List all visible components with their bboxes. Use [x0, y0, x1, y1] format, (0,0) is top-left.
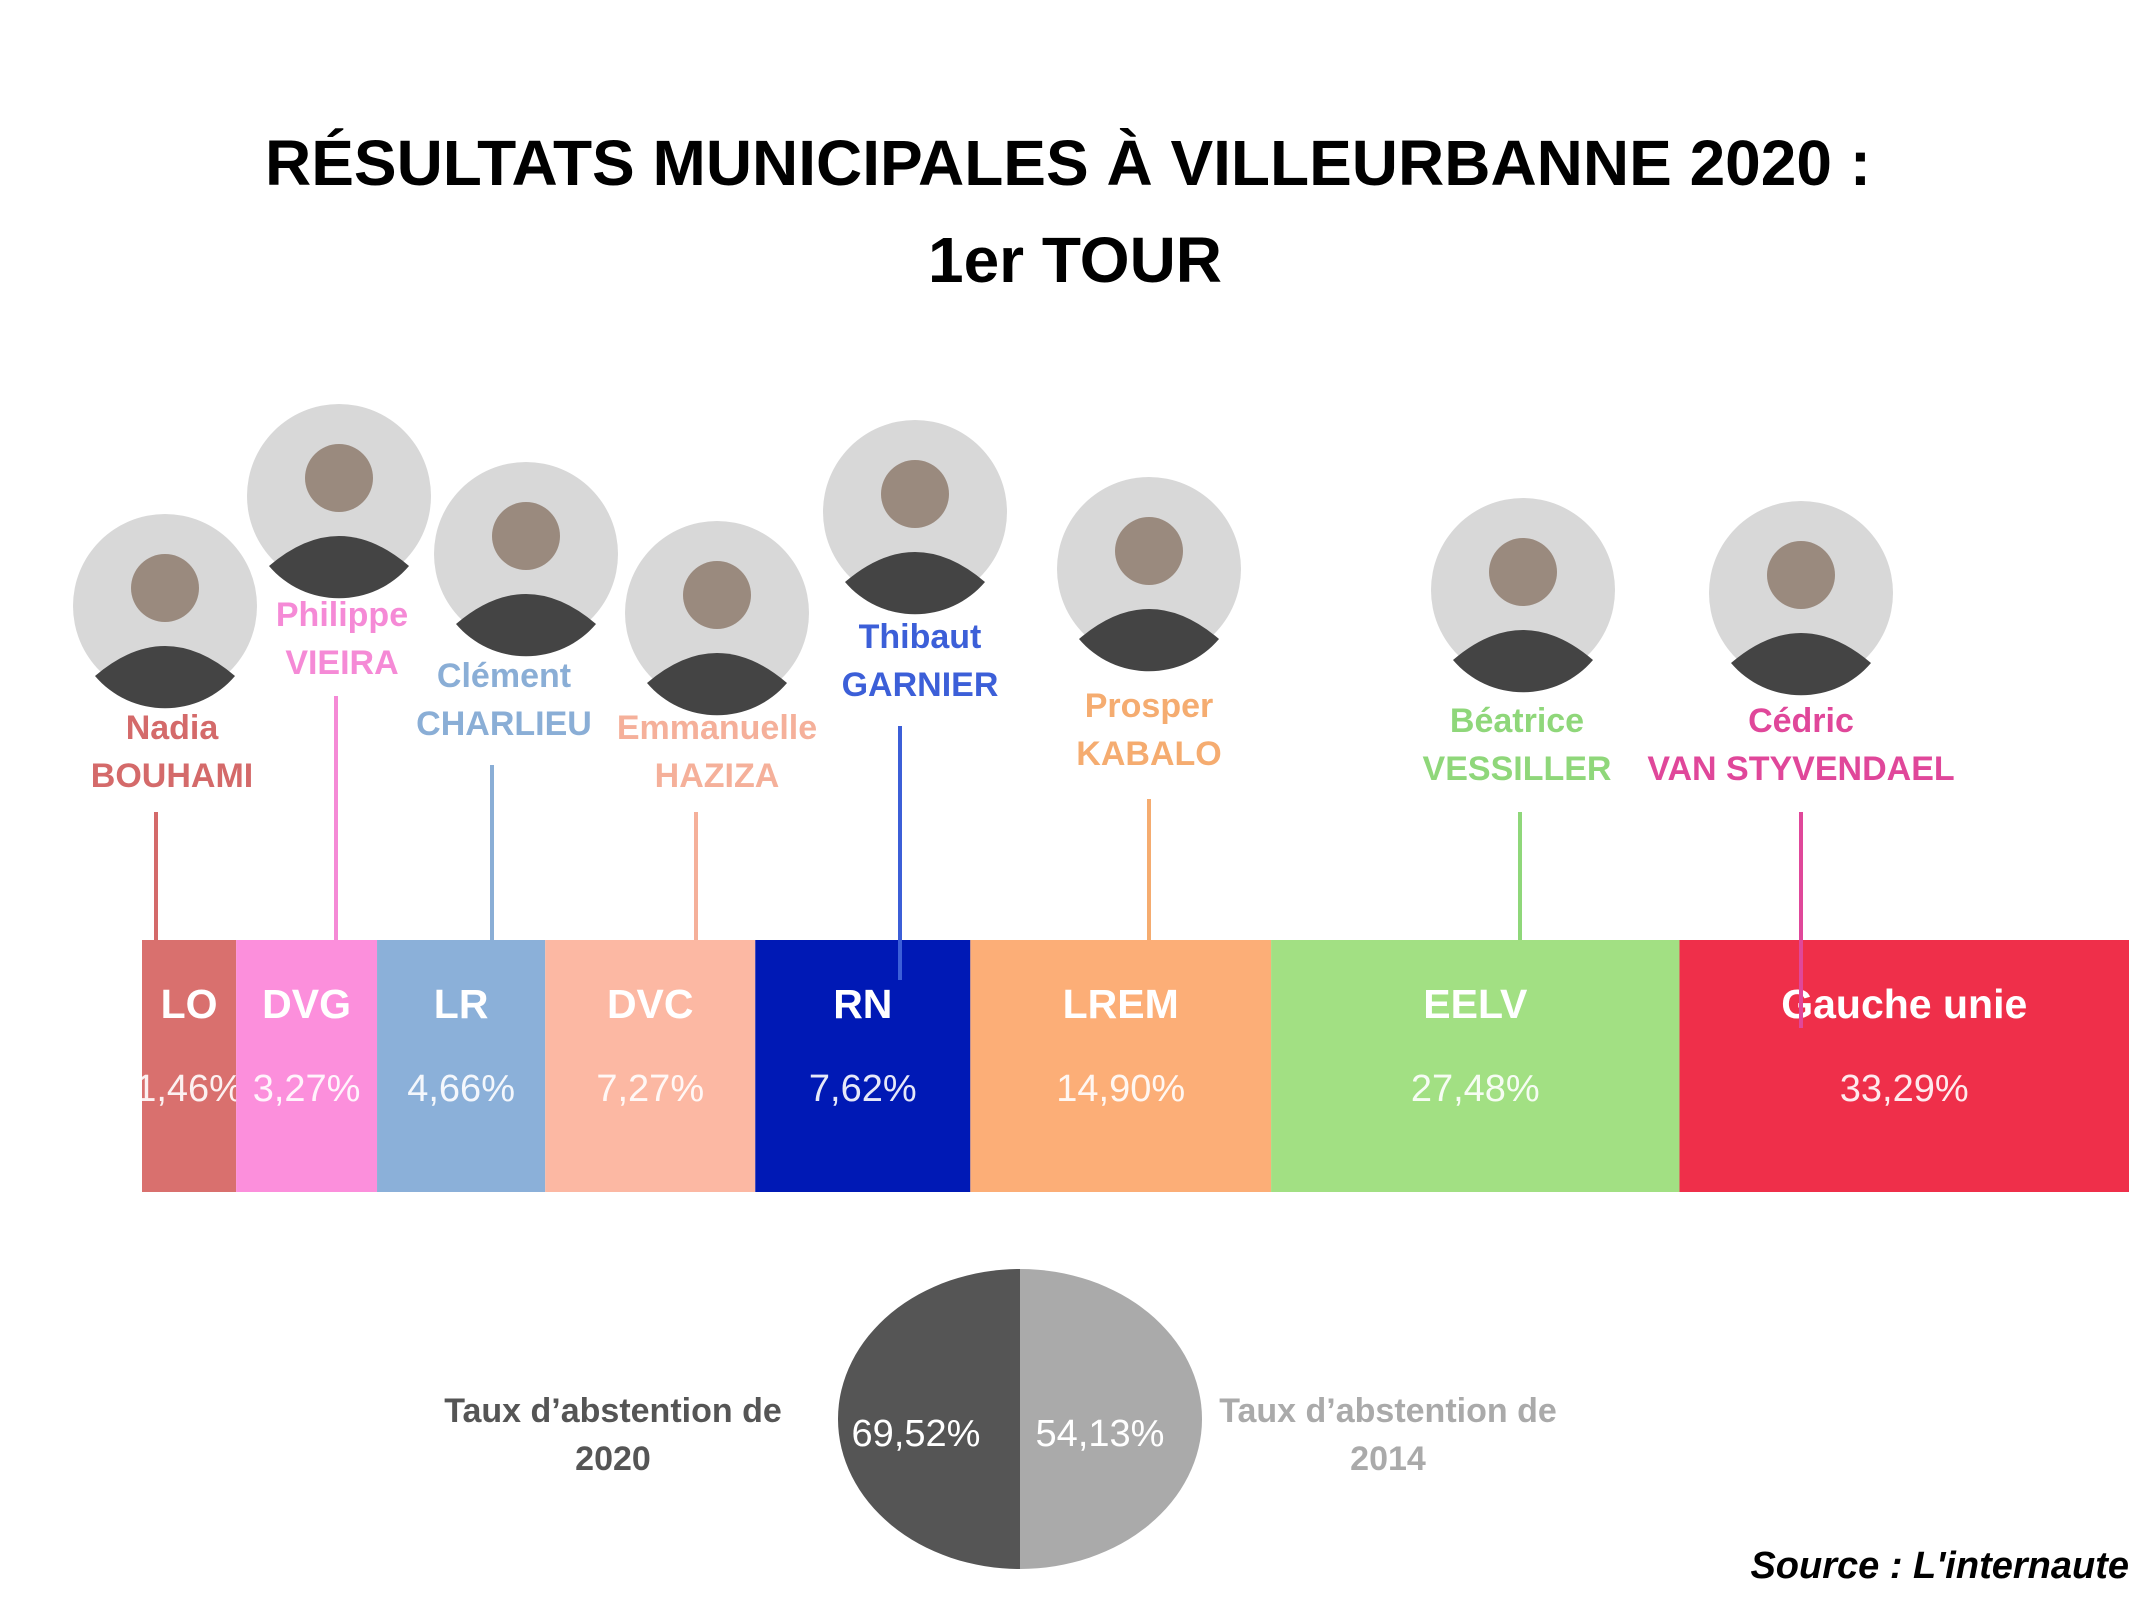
candidate-photo	[434, 462, 618, 657]
bar-segment	[545, 940, 756, 1192]
photo-head	[492, 502, 560, 570]
category-label: LO	[161, 981, 218, 1027]
candidate-first: Prosper	[1085, 687, 1214, 725]
value-label: 27,48%	[1411, 1068, 1540, 1110]
bar-segment	[1679, 940, 2129, 1192]
bar-segment	[755, 940, 971, 1192]
candidate-photo	[1709, 501, 1893, 696]
photo-head	[131, 554, 199, 622]
bar-segment	[970, 940, 1272, 1192]
source: Source : L'internaute	[1750, 1545, 2129, 1587]
pie-half	[838, 1269, 1020, 1569]
candidate-last: GARNIER	[842, 666, 999, 704]
photo-head	[1115, 517, 1183, 585]
photo-head	[1767, 541, 1835, 609]
candidate-last: VAN STYVENDAEL	[1647, 750, 1954, 788]
candidate-last: VESSILLER	[1423, 750, 1612, 788]
photo-body	[1453, 630, 1593, 693]
candidate-first: Béatrice	[1450, 702, 1584, 740]
bar-segment	[142, 940, 237, 1192]
photo-head	[683, 561, 751, 629]
candidate-first: Philippe	[276, 596, 408, 634]
candidate-first: Nadia	[126, 709, 220, 747]
candidate-first: Cédric	[1748, 702, 1854, 740]
candidate-photo	[247, 404, 431, 599]
category-label: LREM	[1063, 981, 1179, 1027]
value-label: 7,62%	[809, 1068, 917, 1110]
pie-value-label: 69,52%	[852, 1413, 981, 1455]
bar-segment	[377, 940, 546, 1192]
value-label: 1,46%	[135, 1068, 243, 1110]
category-label: LR	[434, 981, 489, 1027]
photo-body	[456, 594, 596, 657]
candidate-last: VIEIRA	[285, 644, 398, 682]
candidate-first: Emmanuelle	[617, 709, 817, 747]
bar-segment	[1271, 940, 1680, 1192]
photo-body	[95, 646, 235, 709]
category-label: Gauche unie	[1781, 981, 2027, 1027]
pie-half	[1020, 1269, 1202, 1569]
photo-head	[1489, 538, 1557, 606]
candidate-photo	[73, 514, 257, 709]
pie-value-label: 54,13%	[1036, 1413, 1165, 1455]
candidate-photo	[1431, 498, 1615, 693]
photo-body	[1079, 609, 1219, 672]
category-label: DVC	[607, 981, 694, 1027]
photo-head	[881, 460, 949, 528]
chart-title: RÉSULTATS MUNICIPALES À VILLEURBANNE 202…	[265, 127, 1871, 199]
category-label: DVG	[262, 981, 351, 1027]
bar-segment	[236, 940, 378, 1192]
value-label: 4,66%	[407, 1068, 515, 1110]
candidate-photo	[1057, 477, 1241, 672]
photo-body	[845, 552, 985, 615]
photo-body	[1731, 633, 1871, 696]
candidate-photo	[625, 521, 809, 716]
value-label: 7,27%	[596, 1068, 704, 1110]
candidate-first: Clément	[437, 657, 571, 695]
photo-body	[269, 536, 409, 599]
candidate-first: Thibaut	[859, 618, 982, 656]
value-label: 3,27%	[253, 1068, 361, 1110]
chart-subtitle: 1er TOUR	[928, 224, 1222, 296]
value-label: 14,90%	[1056, 1068, 1185, 1110]
pie-label: Taux d’abstention de 2014	[1219, 1392, 1557, 1478]
pie-label: Taux d’abstention de 2020	[444, 1392, 782, 1478]
candidate-last: BOUHAMI	[91, 757, 253, 795]
candidate-photo	[823, 420, 1007, 615]
value-label: 33,29%	[1840, 1068, 1969, 1110]
candidate-last: CHARLIEU	[416, 705, 592, 743]
candidate-last: KABALO	[1076, 735, 1221, 773]
category-label: EELV	[1423, 981, 1528, 1027]
candidate-last: HAZIZA	[655, 757, 780, 795]
photo-body	[647, 653, 787, 716]
photo-head	[305, 444, 373, 512]
category-label: RN	[833, 981, 892, 1027]
